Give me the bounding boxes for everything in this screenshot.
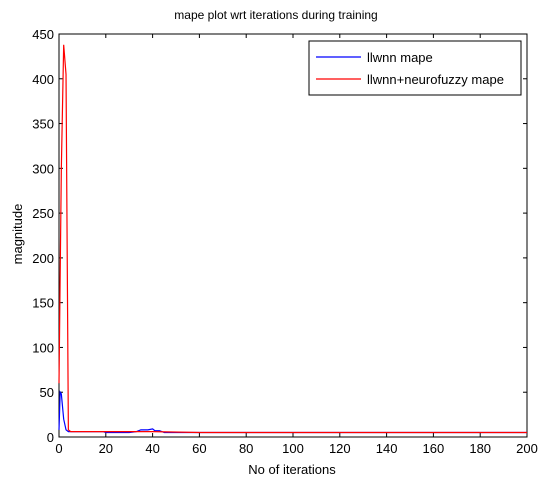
x-tick-label: 160 bbox=[423, 441, 445, 456]
legend-label-2: llwnn+neurofuzzy mape bbox=[367, 72, 504, 87]
x-axis-label: No of iterations bbox=[248, 462, 336, 477]
x-tick-label: 20 bbox=[99, 441, 113, 456]
x-tick-label: 120 bbox=[329, 441, 351, 456]
y-tick-label: 0 bbox=[47, 430, 54, 445]
y-axis-label: magnitude bbox=[10, 204, 25, 265]
x-tick-label: 140 bbox=[376, 441, 398, 456]
y-tick-label: 100 bbox=[32, 340, 54, 355]
y-tick-label: 50 bbox=[40, 385, 54, 400]
legend-label-1: llwnn mape bbox=[367, 50, 433, 65]
x-tick-label: 180 bbox=[469, 441, 491, 456]
x-tick-label: 60 bbox=[192, 441, 206, 456]
x-tick-label: 40 bbox=[145, 441, 159, 456]
chart-title: mape plot wrt iterations during training bbox=[174, 8, 377, 22]
y-tick-label: 350 bbox=[32, 117, 54, 132]
axes-box bbox=[58, 33, 528, 438]
plot-area: 0 20 40 60 80 100 120 140 160 180 200 0 50 100 150 200 2… bbox=[32, 27, 538, 456]
x-tick-label: 200 bbox=[516, 441, 538, 456]
y-tick-label: 450 bbox=[32, 27, 54, 42]
y-tick-label: 300 bbox=[32, 161, 54, 176]
x-tick-label: 0 bbox=[55, 441, 62, 456]
y-tick-label: 250 bbox=[32, 206, 54, 221]
y-tick-label: 150 bbox=[32, 296, 54, 311]
x-tick-label: 100 bbox=[282, 441, 304, 456]
y-tick-label: 400 bbox=[32, 72, 54, 87]
legend-box bbox=[308, 40, 522, 96]
legend: llwnn mape llwnn+neurofuzzy mape bbox=[308, 40, 522, 96]
y-tick-label: 200 bbox=[32, 251, 54, 266]
series-line-2 bbox=[58, 44, 527, 434]
x-tick-label: 80 bbox=[239, 441, 253, 456]
